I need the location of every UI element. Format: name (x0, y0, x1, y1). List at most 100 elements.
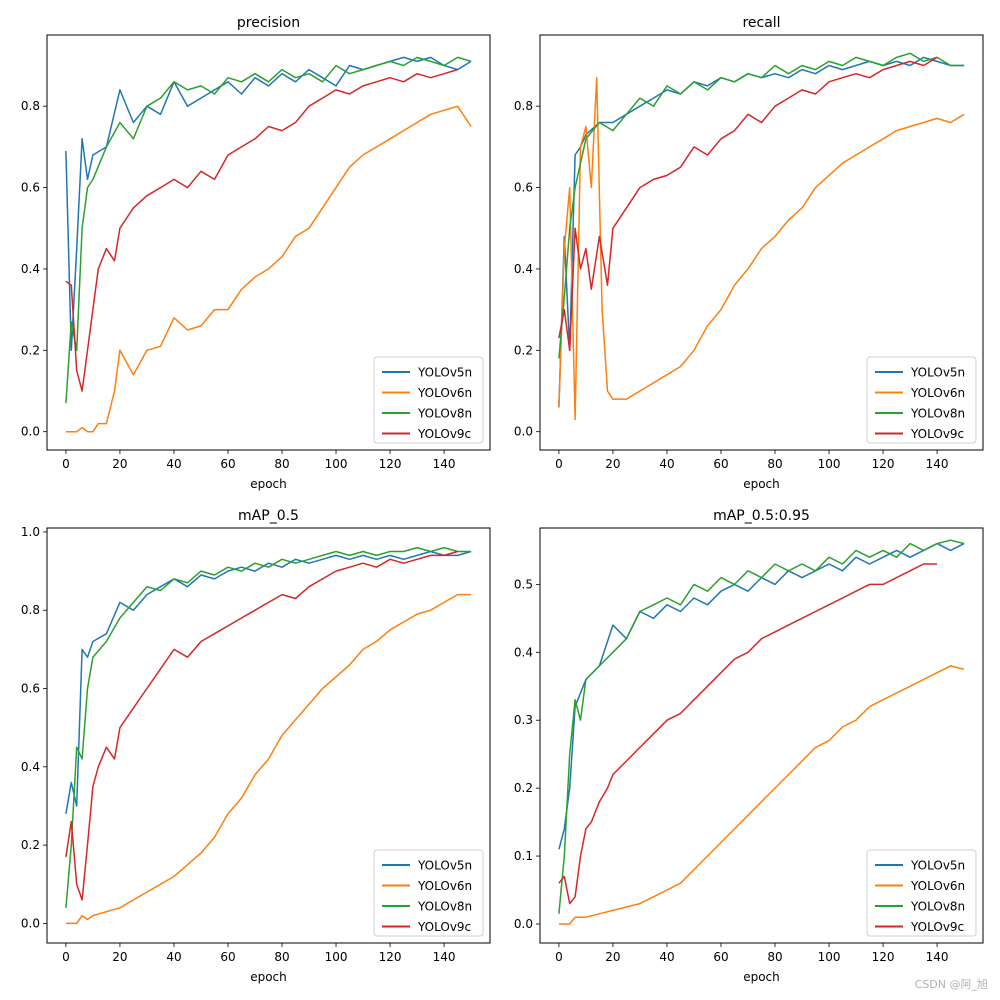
x-tick-label: 60 (220, 457, 235, 471)
series-line-YOLOv5n (65, 56, 472, 352)
series-line-YOLOv6n (558, 76, 965, 421)
x-axis-label: epoch (250, 970, 287, 984)
y-tick-label: 0.4 (21, 760, 40, 774)
x-tick-label: 120 (379, 950, 402, 964)
x-axis-label: epoch (743, 477, 780, 491)
y-tick-label: 1.0 (21, 525, 40, 539)
legend: YOLOv5n YOLOv6n YOLOv8n YOLOv9c (373, 849, 484, 937)
legend-label-YOLOv9c: YOLOv9c (910, 920, 964, 934)
x-tick-label: 140 (433, 950, 456, 964)
series-line-YOLOv5n (558, 56, 965, 408)
y-tick-label: 0.0 (514, 425, 533, 439)
x-tick-label: 120 (872, 950, 895, 964)
legend-label-YOLOv6n: YOLOv6n (417, 386, 472, 400)
x-tick-label: 100 (818, 457, 841, 471)
y-tick-label: 0.2 (21, 343, 40, 357)
series-line-YOLOv9c (558, 56, 938, 352)
plot-frame (46, 34, 491, 451)
y-tick-label: 0.0 (21, 916, 40, 930)
legend: YOLOv5n YOLOv6n YOLOv8n YOLOv9c (866, 356, 977, 444)
legend-label-YOLOv8n: YOLOv8n (417, 900, 472, 914)
y-tick-label: 0.2 (514, 781, 533, 795)
x-tick-label: 0 (555, 950, 563, 964)
legend-box (373, 849, 484, 937)
legend-box (866, 849, 977, 937)
x-tick-label: 20 (605, 950, 620, 964)
x-tick-label: 40 (659, 950, 674, 964)
y-tick-label: 0.6 (514, 181, 533, 195)
series-line-YOLOv8n (558, 539, 965, 914)
y-tick-label: 0.2 (21, 838, 40, 852)
legend-label-YOLOv6n: YOLOv6n (910, 386, 965, 400)
x-tick-label: 80 (274, 950, 289, 964)
y-tick-label: 0.4 (21, 262, 40, 276)
x-tick-label: 140 (433, 457, 456, 471)
series-line-YOLOv6n (65, 593, 472, 925)
x-tick-label: 0 (62, 457, 70, 471)
legend-label-YOLOv5n: YOLOv5n (910, 366, 965, 380)
legend-label-YOLOv9c: YOLOv9c (910, 427, 964, 441)
x-tick-label: 120 (872, 457, 895, 471)
series-line-YOLOv5n (65, 550, 472, 814)
subplot-0: precision 0 20 40 60 80 100 120 140 0.0 0.2 0.4 0.6 0… (21, 15, 491, 491)
y-tick-label: 0.8 (21, 99, 40, 113)
y-tick-label: 0.1 (514, 849, 533, 863)
subplot-2: mAP_0.5 0 20 40 60 80 100 120 140 0.0 0.2 0.4 0.6 0.8… (21, 508, 491, 984)
legend-label-YOLOv8n: YOLOv8n (910, 407, 965, 421)
x-tick-label: 60 (713, 950, 728, 964)
legend-label-YOLOv6n: YOLOv6n (417, 879, 472, 893)
subplot-title: mAP_0.5 (238, 508, 299, 524)
legend-box (373, 356, 484, 444)
series-line-YOLOv9c (558, 563, 938, 905)
y-tick-label: 0.8 (514, 99, 533, 113)
x-axis-label: epoch (743, 970, 780, 984)
watermark: CSDN @阿_旭 (914, 978, 988, 991)
subplot-title: recall (742, 15, 780, 31)
legend-label-YOLOv9c: YOLOv9c (417, 920, 471, 934)
legend-label-YOLOv9c: YOLOv9c (417, 427, 471, 441)
y-tick-label: 0.5 (514, 577, 533, 591)
x-tick-label: 140 (926, 950, 949, 964)
series-line-YOLOv8n (558, 52, 965, 359)
series-line-YOLOv6n (65, 105, 472, 433)
x-tick-label: 20 (112, 950, 127, 964)
x-tick-label: 0 (62, 950, 70, 964)
legend-label-YOLOv8n: YOLOv8n (417, 407, 472, 421)
x-tick-label: 40 (166, 950, 181, 964)
legend: YOLOv5n YOLOv6n YOLOv8n YOLOv9c (373, 356, 484, 444)
legend-label-YOLOv8n: YOLOv8n (910, 900, 965, 914)
x-axis-label: epoch (250, 477, 287, 491)
series-line-YOLOv8n (65, 546, 472, 908)
series-line-YOLOv6n (558, 665, 965, 925)
y-tick-label: 0.0 (514, 917, 533, 931)
series-line-YOLOv8n (65, 56, 472, 404)
legend: YOLOv5n YOLOv6n YOLOv8n YOLOv9c (866, 849, 977, 937)
legend-label-YOLOv5n: YOLOv5n (417, 366, 472, 380)
subplot-1: recall 0 20 40 60 80 100 120 140 0.0 0.2 0.4 0.6 0.8 e… (514, 15, 984, 491)
subplot-title: precision (237, 15, 300, 31)
y-tick-label: 0.2 (514, 343, 533, 357)
plot-frame (539, 527, 984, 944)
plot-frame (46, 527, 491, 944)
subplot-3: mAP_0.5:0.95 0 20 40 60 80 100 120 140 0.0 0.1 0.2 0… (514, 508, 984, 984)
x-tick-label: 20 (112, 457, 127, 471)
legend-label-YOLOv5n: YOLOv5n (417, 859, 472, 873)
x-tick-label: 40 (659, 457, 674, 471)
plot-frame (539, 34, 984, 451)
series-line-YOLOv5n (558, 542, 965, 850)
y-tick-label: 0.0 (21, 425, 40, 439)
y-tick-label: 0.4 (514, 262, 533, 276)
x-tick-label: 60 (220, 950, 235, 964)
x-tick-label: 100 (325, 950, 348, 964)
series-line-YOLOv9c (65, 550, 458, 901)
x-tick-label: 100 (325, 457, 348, 471)
x-tick-label: 100 (818, 950, 841, 964)
y-tick-label: 0.3 (514, 713, 533, 727)
y-tick-label: 0.6 (21, 682, 40, 696)
y-tick-label: 0.6 (21, 181, 40, 195)
x-tick-label: 0 (555, 457, 563, 471)
y-tick-label: 0.4 (514, 645, 533, 659)
x-tick-label: 80 (767, 950, 782, 964)
subplot-title: mAP_0.5:0.95 (713, 508, 810, 524)
